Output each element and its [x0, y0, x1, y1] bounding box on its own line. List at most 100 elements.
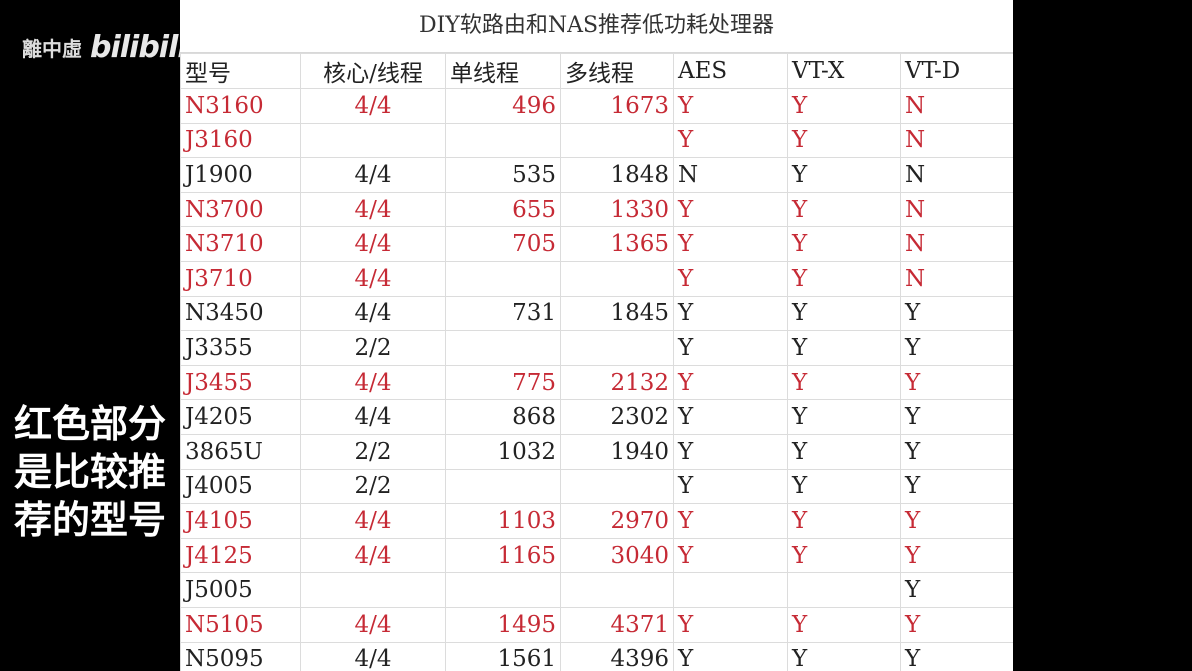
table-cell[interactable]: Y [787, 364, 901, 401]
table-cell[interactable]: Y [900, 364, 1013, 401]
column-header[interactable]: 型号 [180, 53, 301, 89]
table-cell[interactable]: Y [673, 641, 788, 671]
table-cell[interactable]: 1165 [445, 537, 561, 574]
table-cell[interactable]: Y [900, 433, 1013, 470]
table-cell[interactable]: N [900, 191, 1013, 228]
table-cell[interactable]: 4/4 [300, 191, 446, 228]
table-cell[interactable]: J3455 [180, 364, 301, 401]
table-cell[interactable]: Y [673, 399, 788, 435]
table-cell[interactable] [445, 260, 561, 297]
table-cell[interactable]: 4371 [560, 606, 674, 643]
table-cell[interactable] [673, 572, 788, 608]
column-header[interactable]: 单线程 [445, 53, 561, 89]
table-cell[interactable]: Y [900, 330, 1013, 366]
table-cell[interactable]: Y [673, 260, 788, 297]
table-cell[interactable] [300, 122, 446, 159]
table-cell[interactable]: N [900, 122, 1013, 159]
table-cell[interactable]: Y [673, 433, 788, 470]
table-cell[interactable] [445, 122, 561, 159]
table-cell[interactable]: 2302 [560, 399, 674, 435]
table-cell[interactable]: J4105 [180, 503, 301, 539]
table-cell[interactable]: 655 [445, 191, 561, 228]
table-cell[interactable]: 4/4 [300, 399, 446, 435]
table-cell[interactable]: J3710 [180, 260, 301, 297]
table-cell[interactable]: 496 [445, 88, 561, 124]
table-cell[interactable]: Y [673, 122, 788, 159]
table-cell[interactable]: Y [673, 537, 788, 574]
table-cell[interactable]: Y [787, 157, 901, 193]
table-cell[interactable] [445, 572, 561, 608]
table-cell[interactable]: Y [787, 88, 901, 124]
table-cell[interactable]: Y [673, 468, 788, 505]
table-cell[interactable]: Y [787, 122, 901, 159]
column-header[interactable]: 多线程 [560, 53, 674, 89]
table-cell[interactable]: 1561 [445, 641, 561, 671]
table-cell[interactable]: Y [673, 503, 788, 539]
table-cell[interactable]: N3160 [180, 88, 301, 124]
table-cell[interactable]: 2970 [560, 503, 674, 539]
table-cell[interactable]: N5095 [180, 641, 301, 671]
table-cell[interactable]: 4/4 [300, 88, 446, 124]
table-cell[interactable]: 1032 [445, 433, 561, 470]
table-cell[interactable]: Y [900, 537, 1013, 574]
table-cell[interactable]: 705 [445, 226, 561, 262]
table-cell[interactable]: Y [787, 330, 901, 366]
table-cell[interactable]: 868 [445, 399, 561, 435]
table-cell[interactable] [560, 330, 674, 366]
table-cell[interactable]: Y [673, 191, 788, 228]
table-cell[interactable]: J4125 [180, 537, 301, 574]
table-cell[interactable]: 4/4 [300, 295, 446, 332]
table-cell[interactable]: Y [900, 503, 1013, 539]
table-cell[interactable]: 1845 [560, 295, 674, 332]
table-cell[interactable]: 4/4 [300, 226, 446, 262]
table-cell[interactable] [560, 260, 674, 297]
table-cell[interactable]: 4/4 [300, 641, 446, 671]
table-cell[interactable]: Y [787, 641, 901, 671]
table-cell[interactable] [445, 330, 561, 366]
table-cell[interactable]: 2132 [560, 364, 674, 401]
table-cell[interactable]: 4/4 [300, 157, 446, 193]
table-cell[interactable]: 4/4 [300, 503, 446, 539]
table-cell[interactable]: Y [673, 330, 788, 366]
table-cell[interactable]: 4/4 [300, 260, 446, 297]
table-cell[interactable]: Y [673, 226, 788, 262]
column-header[interactable]: VT-X [787, 53, 901, 89]
table-cell[interactable] [560, 122, 674, 159]
table-cell[interactable] [445, 468, 561, 505]
table-cell[interactable]: Y [787, 606, 901, 643]
table-cell[interactable]: Y [900, 606, 1013, 643]
table-cell[interactable]: 3040 [560, 537, 674, 574]
table-cell[interactable]: Y [673, 295, 788, 332]
table-cell[interactable]: Y [673, 606, 788, 643]
table-cell[interactable]: Y [787, 260, 901, 297]
table-cell[interactable]: 1495 [445, 606, 561, 643]
table-cell[interactable]: Y [787, 191, 901, 228]
table-cell[interactable]: N [900, 260, 1013, 297]
table-cell[interactable]: 2/2 [300, 330, 446, 366]
table-cell[interactable]: Y [900, 468, 1013, 505]
table-cell[interactable]: J3160 [180, 122, 301, 159]
table-cell[interactable]: Y [787, 295, 901, 332]
table-cell[interactable] [300, 572, 446, 608]
table-cell[interactable]: 4/4 [300, 537, 446, 574]
table-cell[interactable]: J4005 [180, 468, 301, 505]
table-cell[interactable]: N [900, 157, 1013, 193]
table-cell[interactable]: 1330 [560, 191, 674, 228]
table-cell[interactable]: Y [900, 572, 1013, 608]
table-cell[interactable]: 1103 [445, 503, 561, 539]
table-cell[interactable]: 1848 [560, 157, 674, 193]
table-cell[interactable]: Y [787, 503, 901, 539]
table-cell[interactable]: 1673 [560, 88, 674, 124]
table-cell[interactable]: Y [787, 399, 901, 435]
table-cell[interactable]: J1900 [180, 157, 301, 193]
table-cell[interactable]: Y [787, 468, 901, 505]
table-cell[interactable]: 4396 [560, 641, 674, 671]
table-cell[interactable]: 2/2 [300, 468, 446, 505]
table-cell[interactable]: 2/2 [300, 433, 446, 470]
table-cell[interactable]: Y [673, 364, 788, 401]
table-cell[interactable] [787, 572, 901, 608]
table-cell[interactable]: 1365 [560, 226, 674, 262]
table-cell[interactable]: Y [787, 433, 901, 470]
table-cell[interactable]: N [900, 88, 1013, 124]
table-cell[interactable] [560, 468, 674, 505]
